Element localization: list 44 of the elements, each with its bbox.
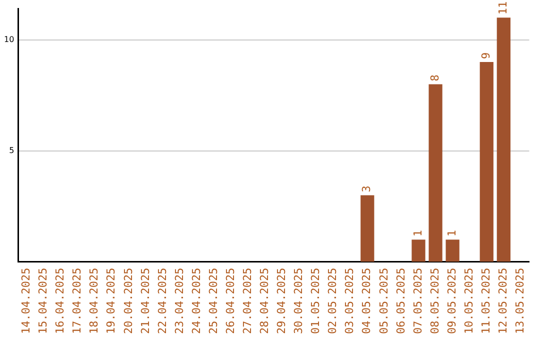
bar bbox=[496, 18, 510, 262]
x-tick-label: 01.05.2025 bbox=[309, 268, 322, 334]
x-tick-label: 16.04.2025 bbox=[54, 268, 67, 334]
x-tick-label: 08.05.2025 bbox=[428, 268, 442, 334]
x-tick-label: 09.05.2025 bbox=[445, 268, 458, 334]
y-tick-label: 10 bbox=[4, 34, 14, 44]
x-tick-label: 26.04.2025 bbox=[224, 268, 237, 334]
x-tick-label: 17.04.2025 bbox=[70, 268, 84, 334]
bar bbox=[412, 240, 426, 262]
data-label: 11 bbox=[496, 1, 510, 15]
x-tick-label: 18.04.2025 bbox=[88, 268, 101, 334]
data-label: 8 bbox=[428, 74, 442, 82]
x-tick-label: 20.04.2025 bbox=[122, 268, 135, 334]
bar bbox=[446, 240, 460, 262]
data-label: 1 bbox=[411, 230, 424, 237]
x-tick-label: 13.05.2025 bbox=[514, 268, 527, 334]
x-tick-label: 25.04.2025 bbox=[206, 268, 220, 334]
x-tick-label: 15.04.2025 bbox=[36, 268, 50, 334]
bar bbox=[360, 195, 374, 262]
x-tick-label: 21.04.2025 bbox=[138, 268, 152, 334]
bar bbox=[428, 84, 442, 262]
x-tick-label: 06.05.2025 bbox=[394, 268, 408, 334]
x-tick-label: 14.04.2025 bbox=[20, 268, 33, 334]
x-tick-label: 11.05.2025 bbox=[479, 268, 492, 334]
data-label: 9 bbox=[479, 52, 492, 60]
bar bbox=[480, 62, 494, 262]
y-tick-label: 5 bbox=[9, 146, 14, 155]
x-tick-label: 29.04.2025 bbox=[275, 268, 288, 334]
x-tick-label: 04.05.2025 bbox=[360, 268, 374, 334]
x-tick-label: 19.04.2025 bbox=[104, 268, 118, 334]
x-tick-label: 22.04.2025 bbox=[156, 268, 169, 334]
x-tick-label: 24.04.2025 bbox=[190, 268, 203, 334]
data-label: 3 bbox=[360, 186, 374, 192]
x-tick-label: 12.05.2025 bbox=[496, 268, 510, 334]
x-tick-label: 23.04.2025 bbox=[172, 268, 186, 334]
x-tick-label: 28.04.2025 bbox=[258, 268, 272, 334]
x-tick-label: 02.05.2025 bbox=[326, 268, 340, 334]
x-tick-label: 05.05.2025 bbox=[377, 268, 390, 334]
x-tick-label: 07.05.2025 bbox=[411, 268, 424, 334]
x-tick-label: 03.05.2025 bbox=[343, 268, 356, 334]
data-label: 1 bbox=[445, 230, 458, 237]
x-tick-label: 30.04.2025 bbox=[292, 268, 306, 334]
x-tick-label: 27.04.2025 bbox=[241, 268, 254, 334]
x-tick-label: 10.05.2025 bbox=[462, 268, 476, 334]
